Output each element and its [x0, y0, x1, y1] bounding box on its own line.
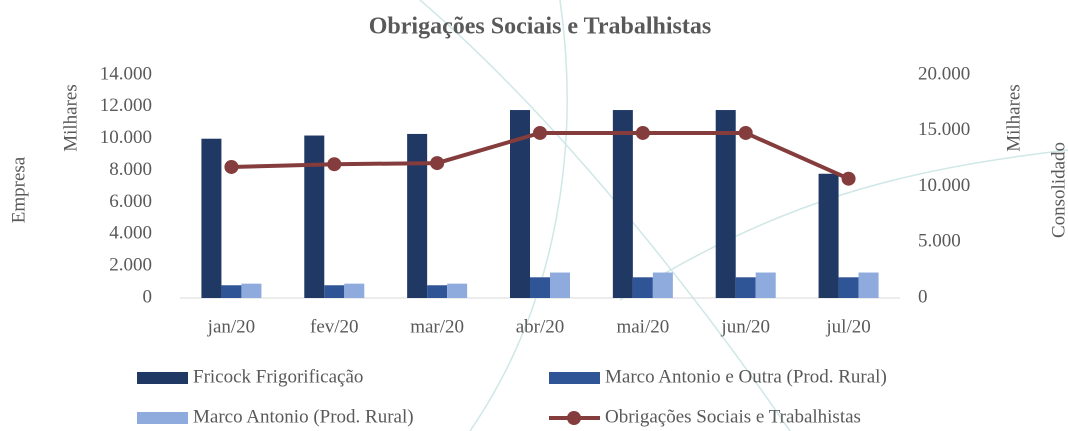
- bar: [838, 277, 859, 298]
- bar: [550, 272, 570, 298]
- y2-axis-unit: Milhares: [1003, 84, 1024, 152]
- bar: [407, 133, 428, 298]
- x-tick-label: mai/20: [616, 316, 669, 337]
- y-tick-label: 14.000: [100, 63, 152, 84]
- bar: [652, 272, 673, 298]
- bar: [201, 138, 222, 298]
- y2-tick-label: 10.000: [918, 175, 970, 196]
- y-tick-label: 0: [143, 286, 153, 307]
- y2-axis-title: Consolidado: [1048, 142, 1068, 238]
- x-tick-label: jun/20: [720, 316, 770, 337]
- bar: [612, 110, 633, 299]
- bar: [324, 285, 345, 298]
- bar: [304, 135, 325, 298]
- legend-swatch: [137, 412, 188, 424]
- y-tick-label: 12.000: [100, 95, 152, 116]
- bar: [510, 110, 530, 299]
- x-tick-label: mar/20: [410, 316, 464, 337]
- bar: [735, 277, 756, 298]
- legend-label: Marco Antonio e Outra (Prod. Rural): [605, 366, 887, 387]
- x-tick-label: jul/20: [825, 316, 870, 337]
- legend-swatch: [549, 372, 600, 384]
- legend-label: Marco Antonio (Prod. Rural): [193, 406, 414, 427]
- bar: [755, 272, 776, 298]
- line-point: [635, 125, 650, 140]
- y2-tick-label: 0: [918, 286, 928, 307]
- bar: [241, 283, 262, 298]
- background-curve: [619, 149, 1068, 301]
- x-tick-label: abr/20: [516, 316, 565, 337]
- bar: [858, 272, 879, 298]
- y-axis-title: Empresa: [8, 156, 29, 223]
- x-tick-label: jan/20: [207, 316, 256, 337]
- legend-swatch: [137, 372, 188, 384]
- y2-tick-label: 20.000: [918, 63, 970, 84]
- x-tick-label: fev/20: [310, 316, 359, 337]
- y2-tick-label: 5.000: [918, 231, 961, 252]
- legend-label: Obrigações Sociais e Trabalhistas: [605, 406, 861, 427]
- bar: [530, 277, 550, 298]
- y-tick-label: 6.000: [109, 191, 152, 212]
- y-axis-unit: Milhares: [60, 84, 81, 152]
- bar: [344, 283, 365, 298]
- y2-tick-label: 15.000: [918, 119, 970, 140]
- bar: [715, 110, 736, 299]
- y-tick-label: 10.000: [100, 127, 152, 148]
- line-point: [533, 125, 547, 140]
- line-point: [224, 159, 239, 174]
- y-tick-label: 2.000: [109, 255, 152, 276]
- legend-label: Fricock Frigorificação: [193, 366, 363, 387]
- legend-swatch: [567, 411, 581, 425]
- bar: [818, 173, 839, 298]
- y-tick-label: 4.000: [109, 223, 152, 244]
- bar: [447, 283, 468, 298]
- line-point: [327, 157, 342, 172]
- bar: [632, 277, 653, 298]
- line-point: [430, 156, 445, 171]
- line-point: [841, 171, 856, 186]
- line-point: [738, 125, 753, 140]
- bar: [427, 285, 448, 298]
- y-tick-label: 8.000: [109, 159, 152, 180]
- background-curve: [469, 0, 568, 431]
- chart-title: Obrigações Sociais e Trabalhistas: [369, 14, 711, 40]
- bar: [221, 285, 242, 298]
